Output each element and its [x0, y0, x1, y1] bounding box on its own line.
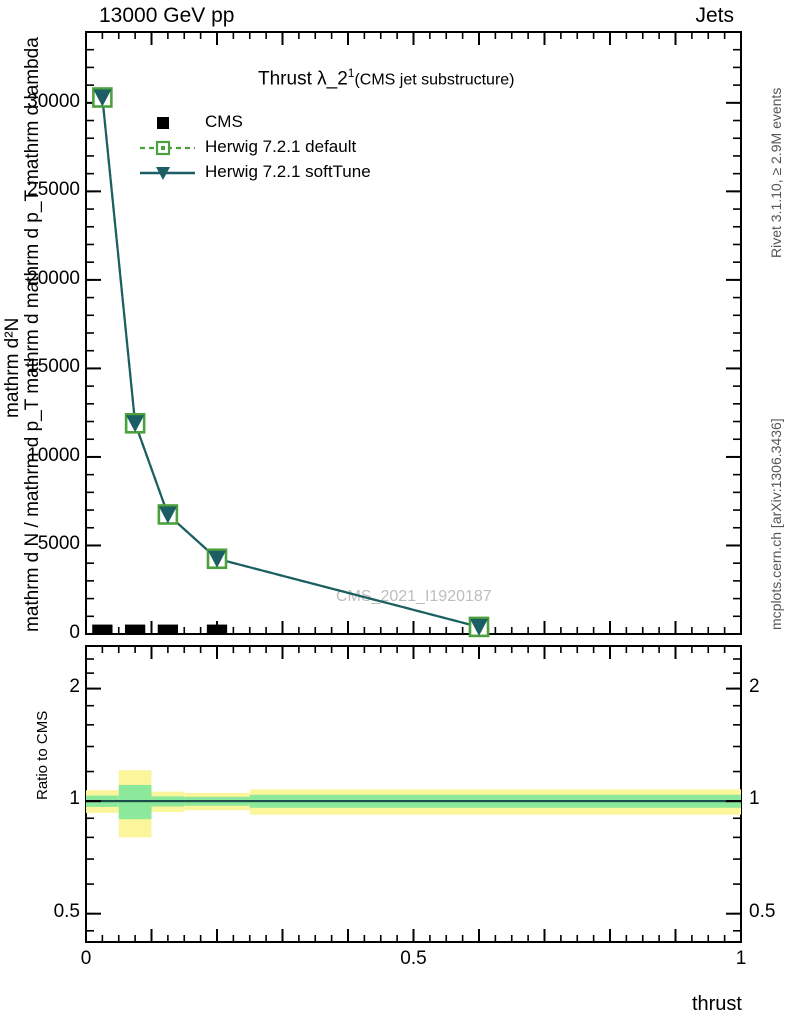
beam-energy-label: 13000 GeV pp — [99, 4, 235, 27]
ratio-y-tick-label-left: 2 — [69, 675, 80, 697]
ratio-plot-panel — [85, 645, 742, 943]
x-tick-label: 0 — [80, 948, 92, 969]
plot-title-paren: (CMS jet substructure) — [354, 71, 515, 89]
ratio-y-tick-label-right: 1 — [749, 788, 760, 810]
ratio-y-tick-label-right: 2 — [749, 675, 760, 697]
main-y-tick-label: 5000 — [37, 533, 80, 555]
legend-label-herwig-softtune: Herwig 7.2.1 softTune — [205, 162, 371, 181]
main-y-tick-label: 30000 — [27, 90, 80, 112]
category-label: Jets — [695, 4, 734, 27]
x-tick-label: 0.5 — [400, 948, 427, 969]
x-axis-title: thrust — [691, 993, 742, 1015]
ratio-y-tick-label-left: 0.5 — [53, 900, 80, 922]
mcplots-reference-note: mcplots.cern.ch [arXiv:1306.3436] — [768, 418, 784, 630]
ratio-y-tick-label-left: 1 — [69, 788, 80, 810]
rivet-version-note: Rivet 3.1.10, ≥ 2.9M events — [768, 87, 784, 258]
plot-title-lambda: λ_2 — [317, 68, 348, 90]
ratio-y-tick-label-right: 0.5 — [749, 900, 776, 922]
ratio-y-axis-title: Ratio to CMS — [34, 710, 51, 800]
main-y-tick-label: 20000 — [27, 267, 80, 289]
main-y-tick-label: 10000 — [27, 444, 80, 466]
open-square-icon — [140, 135, 195, 160]
plot-title-superscript: 1 — [347, 66, 355, 80]
y-axis-title-numerator: mathrm d²N — [2, 317, 23, 418]
legend-label-cms: CMS — [205, 112, 243, 131]
x-tick-label: 1 — [735, 948, 747, 969]
filled-triangle-down-icon — [140, 160, 195, 185]
plot-title: Thrust λ_21(CMS jet substructure) — [258, 66, 515, 90]
main-y-tick-label: 0 — [69, 622, 80, 643]
legend-label-herwig-default: Herwig 7.2.1 default — [205, 137, 357, 156]
plot-title-main: Thrust — [258, 68, 318, 90]
analysis-id-watermark: CMS_2021_I1920187 — [336, 588, 492, 605]
filled-square-icon — [140, 110, 195, 135]
main-y-tick-label: 15000 — [27, 356, 80, 378]
main-y-tick-label: 25000 — [27, 179, 80, 201]
